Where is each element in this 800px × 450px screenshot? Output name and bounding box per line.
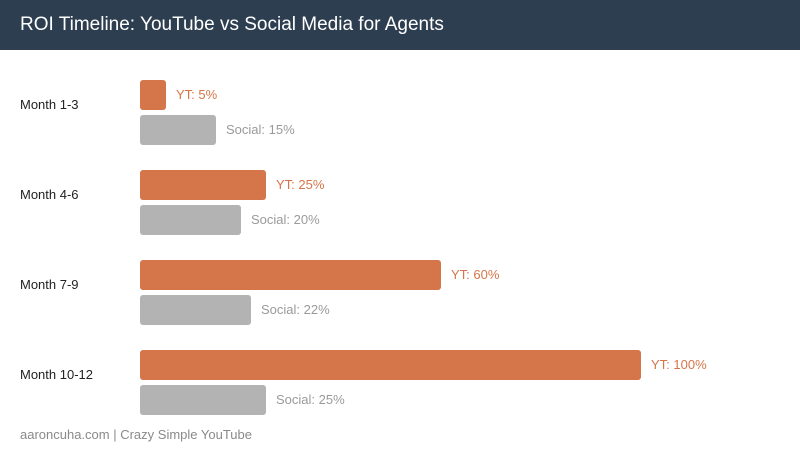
youtube-bar (140, 350, 641, 380)
chart-group: Month 4-6 YT: 25% Social: 20% (0, 170, 800, 235)
chart-title: ROI Timeline: YouTube vs Social Media fo… (20, 14, 444, 35)
social-value-label: Social: 25% (276, 392, 345, 407)
social-bar (140, 205, 241, 235)
youtube-bar (140, 260, 441, 290)
chart-group: Month 10-12 YT: 100% Social: 25% (0, 350, 800, 415)
youtube-value-label: YT: 100% (651, 357, 707, 372)
social-bar (140, 115, 216, 145)
social-bar (140, 295, 251, 325)
youtube-bar (140, 80, 166, 110)
social-value-label: Social: 20% (251, 212, 320, 227)
category-label: Month 10-12 (20, 367, 93, 382)
chart-group: Month 1-3 YT: 5% Social: 15% (0, 80, 800, 145)
social-value-label: Social: 22% (261, 302, 330, 317)
category-label: Month 7-9 (20, 277, 79, 292)
chart-header: ROI Timeline: YouTube vs Social Media fo… (0, 0, 800, 50)
chart-group: Month 7-9 YT: 60% Social: 22% (0, 260, 800, 325)
youtube-value-label: YT: 60% (451, 267, 500, 282)
footer-credit: aaroncuha.com | Crazy Simple YouTube (20, 427, 252, 442)
youtube-bar (140, 170, 266, 200)
category-label: Month 1-3 (20, 97, 79, 112)
social-bar (140, 385, 266, 415)
youtube-value-label: YT: 25% (276, 177, 325, 192)
social-value-label: Social: 15% (226, 122, 295, 137)
category-label: Month 4-6 (20, 187, 79, 202)
youtube-value-label: YT: 5% (176, 87, 218, 102)
